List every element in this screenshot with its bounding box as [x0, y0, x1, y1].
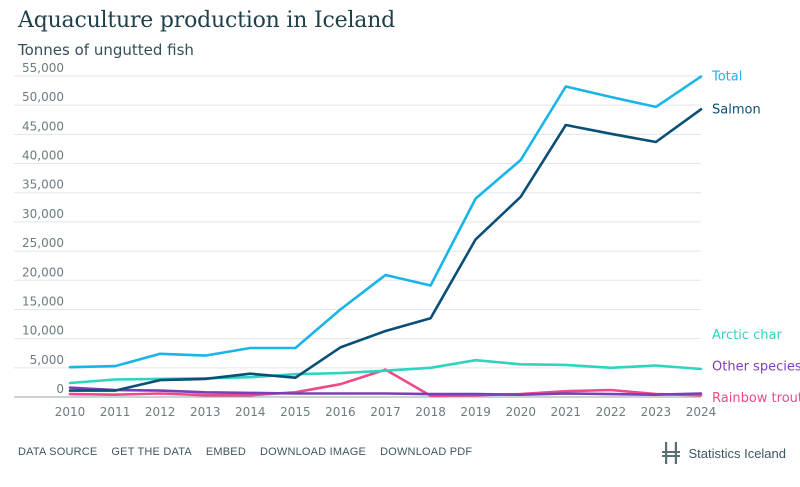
download-pdf-link[interactable]: DOWNLOAD PDF — [380, 446, 473, 458]
y-tick-label: 55,000 — [22, 61, 64, 75]
series-label-total: Total — [711, 70, 742, 85]
series-lines — [68, 75, 703, 398]
x-tick-label: 2024 — [686, 405, 717, 419]
series-label-rainbow-trout: Rainbow trout — [712, 391, 800, 406]
x-tick-label: 2021 — [551, 405, 582, 419]
y-axis-labels: 0 5,000 10,000 15,000 20,000 25,000 30,000 35,0… — [22, 61, 64, 396]
y-tick-label: 35,000 — [22, 178, 64, 192]
chart-subtitle: Tonnes of ungutted fish — [18, 41, 194, 59]
footer-links: DATA SOURCE GET THE DATA EMBED DOWNLOAD … — [18, 446, 472, 458]
series-label-arctic-char: Arctic char — [712, 328, 782, 343]
brand[interactable]: Statistics Iceland — [662, 441, 786, 465]
y-tick-label: 10,000 — [22, 324, 64, 338]
data-source-link[interactable]: DATA SOURCE — [18, 446, 98, 458]
series-line-total[interactable] — [68, 75, 703, 369]
y-tick-label: 20,000 — [22, 265, 64, 279]
x-tick-label: 2016 — [325, 405, 356, 419]
y-tick-label: 50,000 — [22, 90, 64, 104]
series-line-salmon[interactable] — [68, 108, 703, 392]
brand-name: Statistics Iceland — [688, 445, 786, 461]
x-tick-label: 2014 — [235, 405, 266, 419]
gridlines — [14, 75, 701, 398]
x-tick-label: 2020 — [505, 405, 536, 419]
download-image-link[interactable]: DOWNLOAD IMAGE — [259, 446, 367, 458]
x-axis-labels: 2010 2011 2012 2013 2014 2015 2016 2017 2018 2019… — [55, 405, 717, 419]
y-tick-label: 25,000 — [22, 236, 64, 250]
line-chart: 0 5,000 10,000 15,000 20,000 25,000 30,000 35,0… — [14, 61, 800, 419]
x-tick-label: 2010 — [55, 405, 86, 419]
series-label-other-species: Other species — [712, 360, 800, 375]
y-tick-label: 30,000 — [22, 207, 64, 221]
x-tick-label: 2019 — [460, 405, 491, 419]
x-tick-label: 2018 — [415, 405, 446, 419]
x-tick-label: 2023 — [641, 405, 672, 419]
chart-title: Aquaculture production in Iceland — [18, 8, 396, 33]
x-tick-label: 2013 — [190, 405, 221, 419]
series-label-salmon: Salmon — [712, 102, 761, 117]
x-tick-label: 2022 — [596, 405, 627, 419]
y-tick-label: 0 — [56, 382, 64, 396]
series-line-other-species[interactable] — [68, 386, 703, 396]
y-tick-label: 15,000 — [22, 294, 64, 308]
x-tick-label: 2011 — [100, 405, 131, 419]
embed-link[interactable]: EMBED — [205, 446, 246, 458]
get-the-data-link[interactable]: GET THE DATA — [111, 446, 192, 458]
y-tick-label: 40,000 — [22, 149, 64, 163]
series-labels: Total Salmon Arctic char Other species Rainb… — [711, 70, 800, 406]
x-tick-label: 2015 — [280, 405, 311, 419]
y-tick-label: 45,000 — [22, 119, 64, 133]
y-tick-label: 5,000 — [30, 353, 64, 367]
x-tick-label: 2017 — [370, 405, 401, 419]
statistics-iceland-logo-icon — [662, 442, 681, 464]
x-tick-label: 2012 — [145, 405, 176, 419]
